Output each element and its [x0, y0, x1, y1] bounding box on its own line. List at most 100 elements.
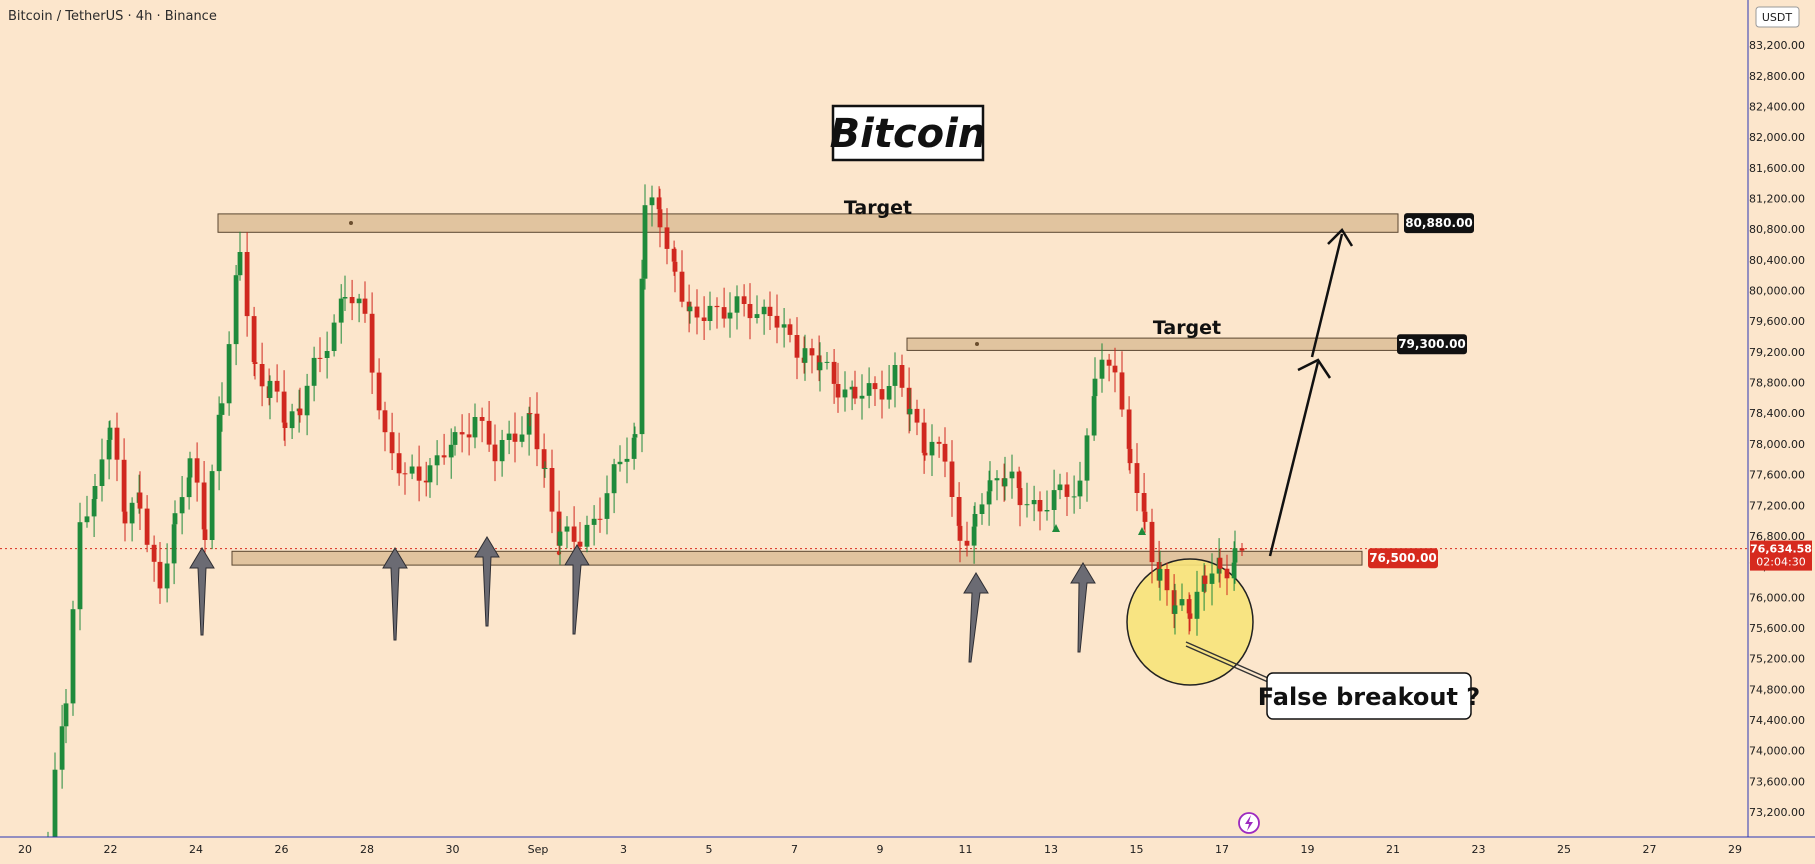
candle — [77, 502, 83, 631]
candle — [304, 373, 310, 436]
candle — [617, 445, 623, 472]
current-price-tag: 76,634.58 02:04:30 — [1750, 540, 1812, 571]
candle — [297, 387, 303, 423]
candles-layer — [45, 184, 1245, 864]
candle — [591, 505, 597, 546]
svg-text:79,300.00: 79,300.00 — [1398, 337, 1466, 351]
time-tick-label: 23 — [1472, 843, 1486, 856]
time-tick-label: 17 — [1215, 843, 1229, 856]
candle — [171, 514, 177, 585]
candle — [631, 422, 637, 470]
time-tick-label: 29 — [1728, 843, 1742, 856]
candle — [1202, 565, 1208, 594]
candle — [382, 401, 388, 452]
currency-button[interactable] — [1755, 6, 1800, 28]
candle — [479, 407, 485, 443]
candle — [571, 506, 577, 555]
candle — [466, 413, 472, 456]
candle — [849, 380, 855, 411]
candle — [317, 337, 323, 373]
time-tick-label: 7 — [791, 843, 798, 856]
candle — [921, 408, 927, 474]
candle — [356, 293, 362, 323]
zone-layer — [217, 213, 1399, 566]
time-tick-label: Sep — [528, 843, 549, 856]
up-arrow-icon — [564, 544, 590, 635]
candle — [441, 433, 447, 465]
candle — [781, 308, 787, 348]
candle — [639, 259, 645, 453]
candle — [52, 752, 58, 846]
candle — [886, 365, 892, 409]
price-tick-label: 83,200.00 — [1749, 39, 1805, 52]
candle — [1209, 553, 1215, 606]
candle — [707, 291, 713, 331]
candle — [179, 476, 185, 535]
time-axis[interactable]: 20 22 24 26 28 30 Sep 3 5 7 9 11 13 15 17 19 21 23 25 27 29 — [0, 836, 1815, 864]
candle — [164, 543, 170, 603]
price-tick-label: 74,400.00 — [1749, 714, 1805, 727]
currency-label: USDT — [1762, 11, 1793, 24]
support-zone[interactable] — [231, 550, 1363, 566]
candle — [331, 314, 337, 357]
candle — [526, 406, 532, 456]
price-tick-label: 80,400.00 — [1749, 254, 1805, 267]
candle — [835, 362, 841, 413]
candle — [747, 283, 753, 340]
candle — [1171, 574, 1177, 629]
price-tick-label: 82,000.00 — [1749, 131, 1805, 144]
time-tick-label: 28 — [360, 843, 374, 856]
callout-pointer — [1185, 641, 1269, 679]
candle — [137, 471, 143, 530]
candle — [557, 518, 563, 565]
candle — [416, 445, 422, 502]
candle — [672, 247, 678, 293]
candle — [1057, 473, 1063, 500]
price-tick-label: 78,800.00 — [1749, 377, 1805, 390]
candle — [472, 403, 478, 449]
candle — [642, 184, 648, 290]
candle — [1194, 570, 1200, 636]
candle — [402, 462, 408, 495]
candle — [584, 515, 590, 553]
time-tick-label: 3 — [620, 843, 627, 856]
candle — [527, 397, 533, 427]
candle — [687, 301, 693, 324]
lightning-logo-icon[interactable] — [1238, 812, 1260, 834]
price-tick-label: 77,200.00 — [1749, 499, 1805, 512]
time-tick-label: 15 — [1130, 843, 1144, 856]
price-tick-label: 75,200.00 — [1749, 653, 1805, 666]
candle — [151, 535, 157, 582]
support-arrows — [189, 536, 1096, 663]
chart-title: Bitcoin — [830, 111, 987, 157]
candle — [519, 416, 525, 448]
candle — [761, 299, 767, 335]
candle — [949, 440, 955, 517]
time-tick-label: 13 — [1044, 843, 1058, 856]
svg-text:76,634.58: 76,634.58 — [1750, 543, 1812, 556]
candle — [957, 518, 963, 563]
price-tick-label: 78,400.00 — [1749, 407, 1805, 420]
candle — [1164, 562, 1170, 606]
candle — [1172, 583, 1178, 635]
candle — [1037, 491, 1043, 531]
projection-arrow-head-1 — [1297, 358, 1332, 379]
candle — [964, 521, 970, 557]
price-axis[interactable]: 73,200.00 73,600.00 74,000.00 74,400.00 74,8… — [1747, 0, 1815, 864]
price-tag-upper: 80,880.00 — [1404, 213, 1474, 234]
target-zone-lower[interactable] — [906, 337, 1399, 351]
candle — [1092, 357, 1098, 417]
up-arrow-icon — [189, 547, 215, 636]
candle — [1232, 530, 1238, 584]
false-breakout-callout[interactable]: False breakout ? — [1185, 641, 1480, 720]
candle — [907, 389, 913, 432]
projection-arrow[interactable] — [1268, 228, 1354, 557]
candle — [1017, 470, 1023, 527]
chart-title-box: Bitcoin — [830, 104, 987, 162]
candle — [1084, 428, 1090, 502]
svg-text:02:04:30: 02:04:30 — [1756, 556, 1805, 569]
candle — [767, 291, 773, 330]
target-zone-upper[interactable] — [217, 213, 1399, 233]
candle — [1009, 454, 1015, 499]
